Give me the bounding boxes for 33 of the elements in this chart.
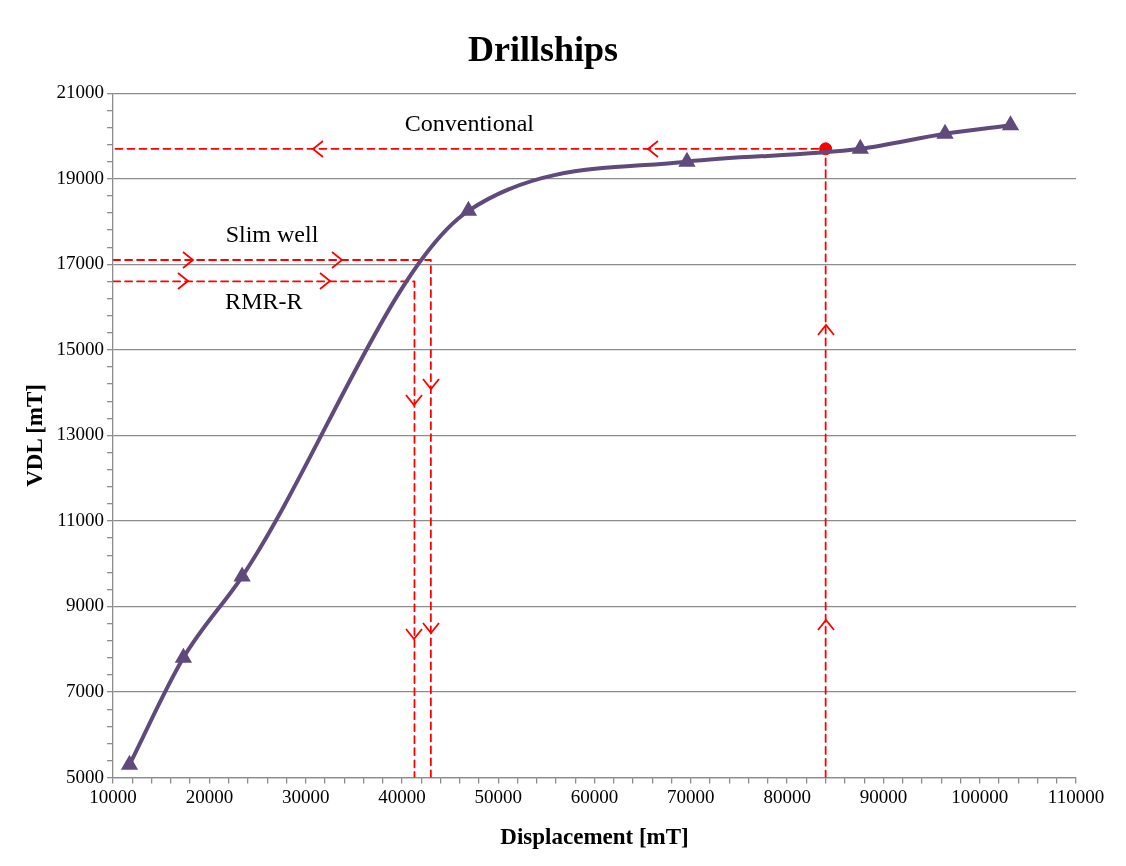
x-tick-label: 90000 xyxy=(859,785,908,807)
point xyxy=(121,754,138,770)
x-tick-label: 110000 xyxy=(1047,785,1105,807)
x-tick-label: 10000 xyxy=(89,785,137,807)
y-axis-title: VDL [mT] xyxy=(21,383,47,487)
point xyxy=(460,200,477,216)
y-tick-label: 19000 xyxy=(56,166,105,188)
x-axis-title: Displacement [mT] xyxy=(500,824,689,850)
annotation: Slim well xyxy=(225,221,319,248)
y-tick-label: 9000 xyxy=(66,594,105,616)
point xyxy=(851,138,869,154)
y-tick-label: 17000 xyxy=(56,252,105,274)
annotation: Conventional xyxy=(404,110,535,137)
y-tick-label: 15000 xyxy=(56,337,105,359)
y-tick-label: 7000 xyxy=(66,680,105,702)
x-tick-label: 60000 xyxy=(570,785,619,807)
y-tick-label: 11000 xyxy=(57,508,105,530)
point xyxy=(679,153,695,167)
x-tick-label: 100000 xyxy=(951,785,1009,807)
y-tick-label: 13000 xyxy=(56,423,105,445)
x-tick-label: 40000 xyxy=(378,785,426,807)
point xyxy=(936,123,954,139)
point xyxy=(233,566,251,582)
x-tick-label: 80000 xyxy=(763,785,811,807)
x-tick-label: 70000 xyxy=(667,785,715,807)
x-tick-label: 30000 xyxy=(281,785,330,807)
point xyxy=(174,647,192,663)
chart-title: Drillships xyxy=(467,28,619,69)
y-tick-label: 5000 xyxy=(66,765,105,787)
annotation: RMR-R xyxy=(225,287,303,314)
x-tick-label: 20000 xyxy=(185,785,234,807)
x-tick-label: 50000 xyxy=(474,785,523,807)
y-tick-label: 21000 xyxy=(56,81,105,103)
